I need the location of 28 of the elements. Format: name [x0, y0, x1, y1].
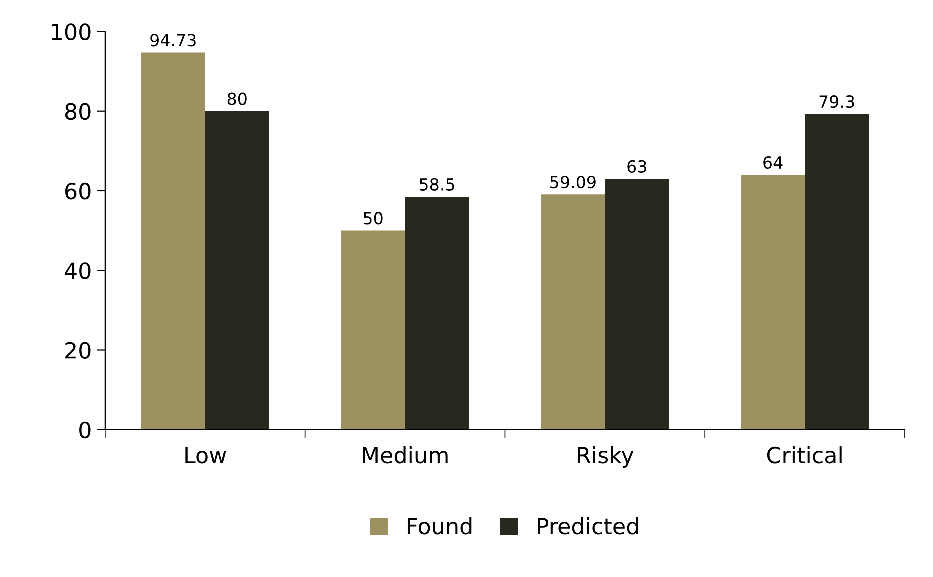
- data-label: 58.5: [420, 178, 454, 191]
- x-tick-label: Risky: [578, 446, 634, 468]
- legend-label: Found: [408, 518, 472, 535]
- data-label: 64: [764, 156, 783, 170]
- x-tick-label: Critical: [767, 446, 842, 464]
- y-tick-label: 100: [52, 24, 91, 40]
- bar: [605, 179, 670, 430]
- y-tick-label: 40: [65, 262, 91, 280]
- bar: [205, 111, 270, 430]
- x-tick-label: Low: [186, 447, 226, 464]
- data-label: 59.09: [550, 176, 596, 189]
- bar: [541, 194, 606, 430]
- bar: [741, 175, 806, 430]
- y-tick-label: 20: [66, 342, 91, 359]
- y-tick-label: 60: [66, 182, 91, 200]
- data-label: 50: [364, 212, 383, 225]
- y-tick-label: 0: [80, 422, 91, 439]
- data-label: 94.73: [150, 34, 196, 47]
- legend-label: Predicted: [538, 518, 638, 535]
- data-label: 63: [628, 160, 646, 174]
- bar: [141, 52, 206, 430]
- data-label: 80: [228, 92, 247, 106]
- bar: [805, 114, 870, 430]
- bar: [341, 230, 406, 430]
- y-tick-label: 80: [65, 103, 91, 120]
- bar: [405, 196, 470, 430]
- x-tick-label: Medium: [363, 446, 448, 464]
- data-label: 79.3: [820, 96, 854, 108]
